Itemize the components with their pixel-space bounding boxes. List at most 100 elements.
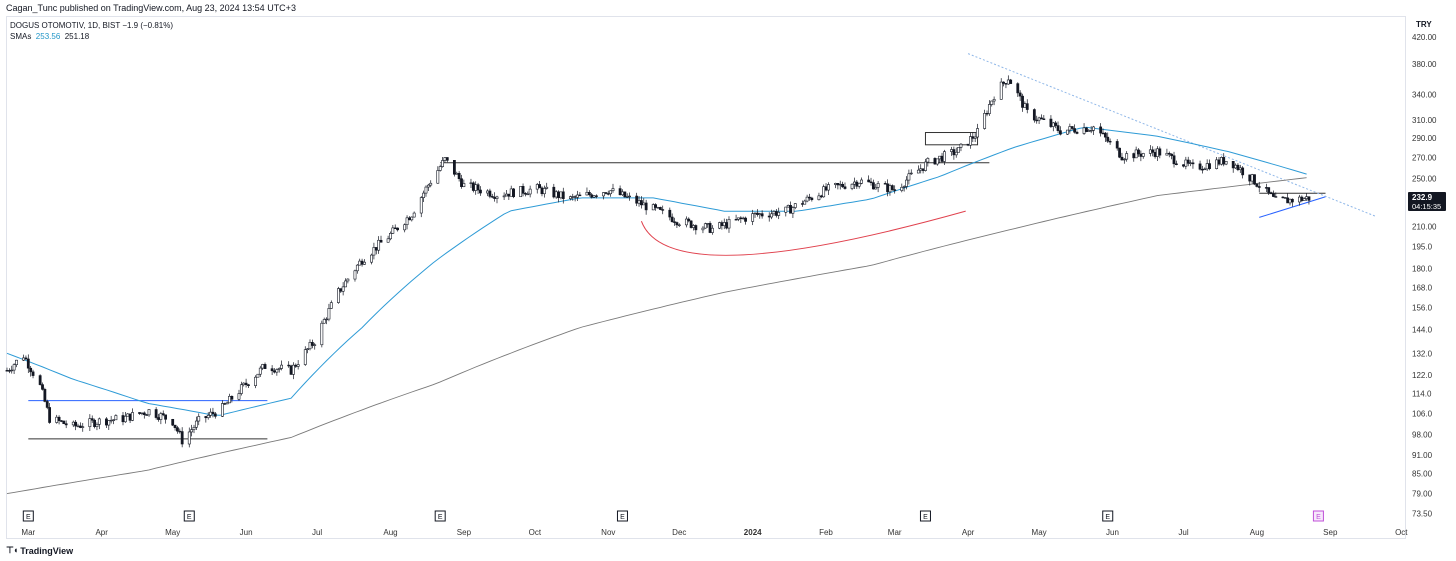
x-tick-label: Sep bbox=[1323, 528, 1338, 537]
candle-body bbox=[909, 172, 913, 175]
y-tick-label: 106.0 bbox=[1412, 409, 1433, 418]
candle-body bbox=[31, 371, 35, 376]
candle-body bbox=[374, 247, 378, 251]
symbol-info[interactable]: DOGUS OTOMOTIV, 1D, BIST −1.9 (−0.81%) bbox=[10, 21, 174, 30]
y-tick-label: 98.00 bbox=[1412, 431, 1433, 440]
tradingview-logo[interactable]: ⊤◖ TradingView bbox=[6, 545, 73, 556]
candle-body bbox=[261, 364, 265, 369]
candle-body bbox=[805, 196, 809, 202]
candle-body bbox=[192, 426, 196, 430]
candle-body bbox=[386, 238, 390, 243]
candle-body bbox=[1004, 83, 1008, 85]
candle-body bbox=[403, 224, 407, 231]
candle-body bbox=[1058, 130, 1062, 135]
y-tick-label: 310.00 bbox=[1412, 116, 1437, 125]
y-tick-label: 132.0 bbox=[1412, 349, 1433, 358]
y-tick-label: 380.00 bbox=[1412, 60, 1437, 69]
candle-body bbox=[353, 270, 357, 280]
candle-body bbox=[24, 357, 28, 360]
candle-body bbox=[876, 183, 880, 188]
earnings-marker-label: E bbox=[438, 514, 443, 521]
candle-body bbox=[559, 191, 563, 199]
candle-body bbox=[412, 212, 416, 218]
candle-body bbox=[325, 318, 328, 321]
candle-body bbox=[15, 359, 18, 366]
candle-body bbox=[339, 288, 343, 292]
candle-body bbox=[703, 223, 707, 229]
candle-body bbox=[242, 382, 246, 386]
x-tick-label: Apr bbox=[95, 528, 108, 537]
candle-body bbox=[916, 169, 920, 174]
candle-body bbox=[1231, 161, 1235, 169]
candle-body bbox=[408, 217, 411, 221]
x-tick-label: Oct bbox=[529, 528, 542, 537]
candle-body bbox=[1305, 196, 1308, 199]
candle-body bbox=[88, 418, 92, 428]
candle-body bbox=[126, 413, 130, 417]
candle-body bbox=[60, 420, 63, 422]
candle-body bbox=[213, 413, 217, 417]
candle-body bbox=[684, 218, 688, 226]
candle-body bbox=[164, 414, 168, 420]
candle-body bbox=[469, 182, 473, 184]
candle-body bbox=[1174, 163, 1178, 166]
candle-body bbox=[320, 322, 324, 346]
candle-body bbox=[370, 254, 373, 263]
candle-body bbox=[154, 409, 158, 418]
candle-body bbox=[900, 186, 904, 191]
sma-legend[interactable]: SMAs 253.56 251.18 bbox=[10, 31, 173, 42]
candle-body bbox=[1222, 157, 1226, 165]
x-tick-label: Aug bbox=[383, 528, 397, 537]
candle-body bbox=[1049, 118, 1053, 127]
candle-body bbox=[1156, 148, 1159, 157]
candle-body bbox=[871, 182, 875, 190]
candle-body bbox=[1134, 149, 1138, 159]
candle-body bbox=[1099, 126, 1103, 134]
candle-body bbox=[604, 192, 608, 194]
x-tick-label: Oct bbox=[1395, 528, 1408, 537]
candle-body bbox=[275, 369, 279, 373]
x-tick-label: Jun bbox=[240, 528, 253, 537]
earnings-marker bbox=[919, 510, 931, 522]
candle-body bbox=[824, 186, 828, 191]
x-tick-label: Jul bbox=[1178, 528, 1188, 537]
candle-body bbox=[1137, 149, 1140, 155]
candle-body bbox=[109, 419, 113, 422]
candle-body bbox=[1141, 153, 1145, 157]
candle-body bbox=[479, 189, 482, 194]
candle-body bbox=[874, 187, 878, 190]
sma-fast-line bbox=[6, 126, 1307, 416]
y-tick-label: 290.00 bbox=[1412, 134, 1437, 143]
candle-body bbox=[187, 431, 191, 445]
candle-body bbox=[822, 186, 826, 198]
candle-body bbox=[159, 413, 163, 420]
candle-body bbox=[76, 425, 80, 428]
candle-body bbox=[692, 225, 695, 228]
candle-body bbox=[1092, 126, 1095, 131]
candle-body bbox=[654, 204, 658, 208]
x-tick-label: Jul bbox=[312, 528, 322, 537]
candle-body bbox=[424, 186, 428, 194]
candle-body bbox=[1253, 174, 1256, 185]
candle-body bbox=[786, 205, 790, 208]
earnings-marker-label: E bbox=[1105, 514, 1110, 521]
candle-body bbox=[841, 183, 845, 188]
candle-body bbox=[429, 182, 433, 186]
sma-label: SMAs bbox=[10, 32, 32, 41]
candle-body bbox=[209, 411, 212, 416]
candle-body bbox=[673, 221, 676, 223]
candle-body bbox=[933, 158, 937, 165]
candle-body bbox=[843, 186, 847, 189]
candle-body bbox=[1073, 128, 1076, 133]
x-tick-label: Apr bbox=[962, 528, 975, 537]
candle-body bbox=[819, 195, 823, 198]
candle-body bbox=[1018, 92, 1022, 97]
candle-body bbox=[618, 188, 622, 196]
candle-body bbox=[1068, 126, 1072, 131]
candle-body bbox=[668, 209, 672, 218]
candle-body bbox=[1267, 187, 1271, 193]
candle-body bbox=[471, 182, 475, 191]
candle-body bbox=[1125, 153, 1129, 160]
candle-body bbox=[176, 427, 179, 432]
